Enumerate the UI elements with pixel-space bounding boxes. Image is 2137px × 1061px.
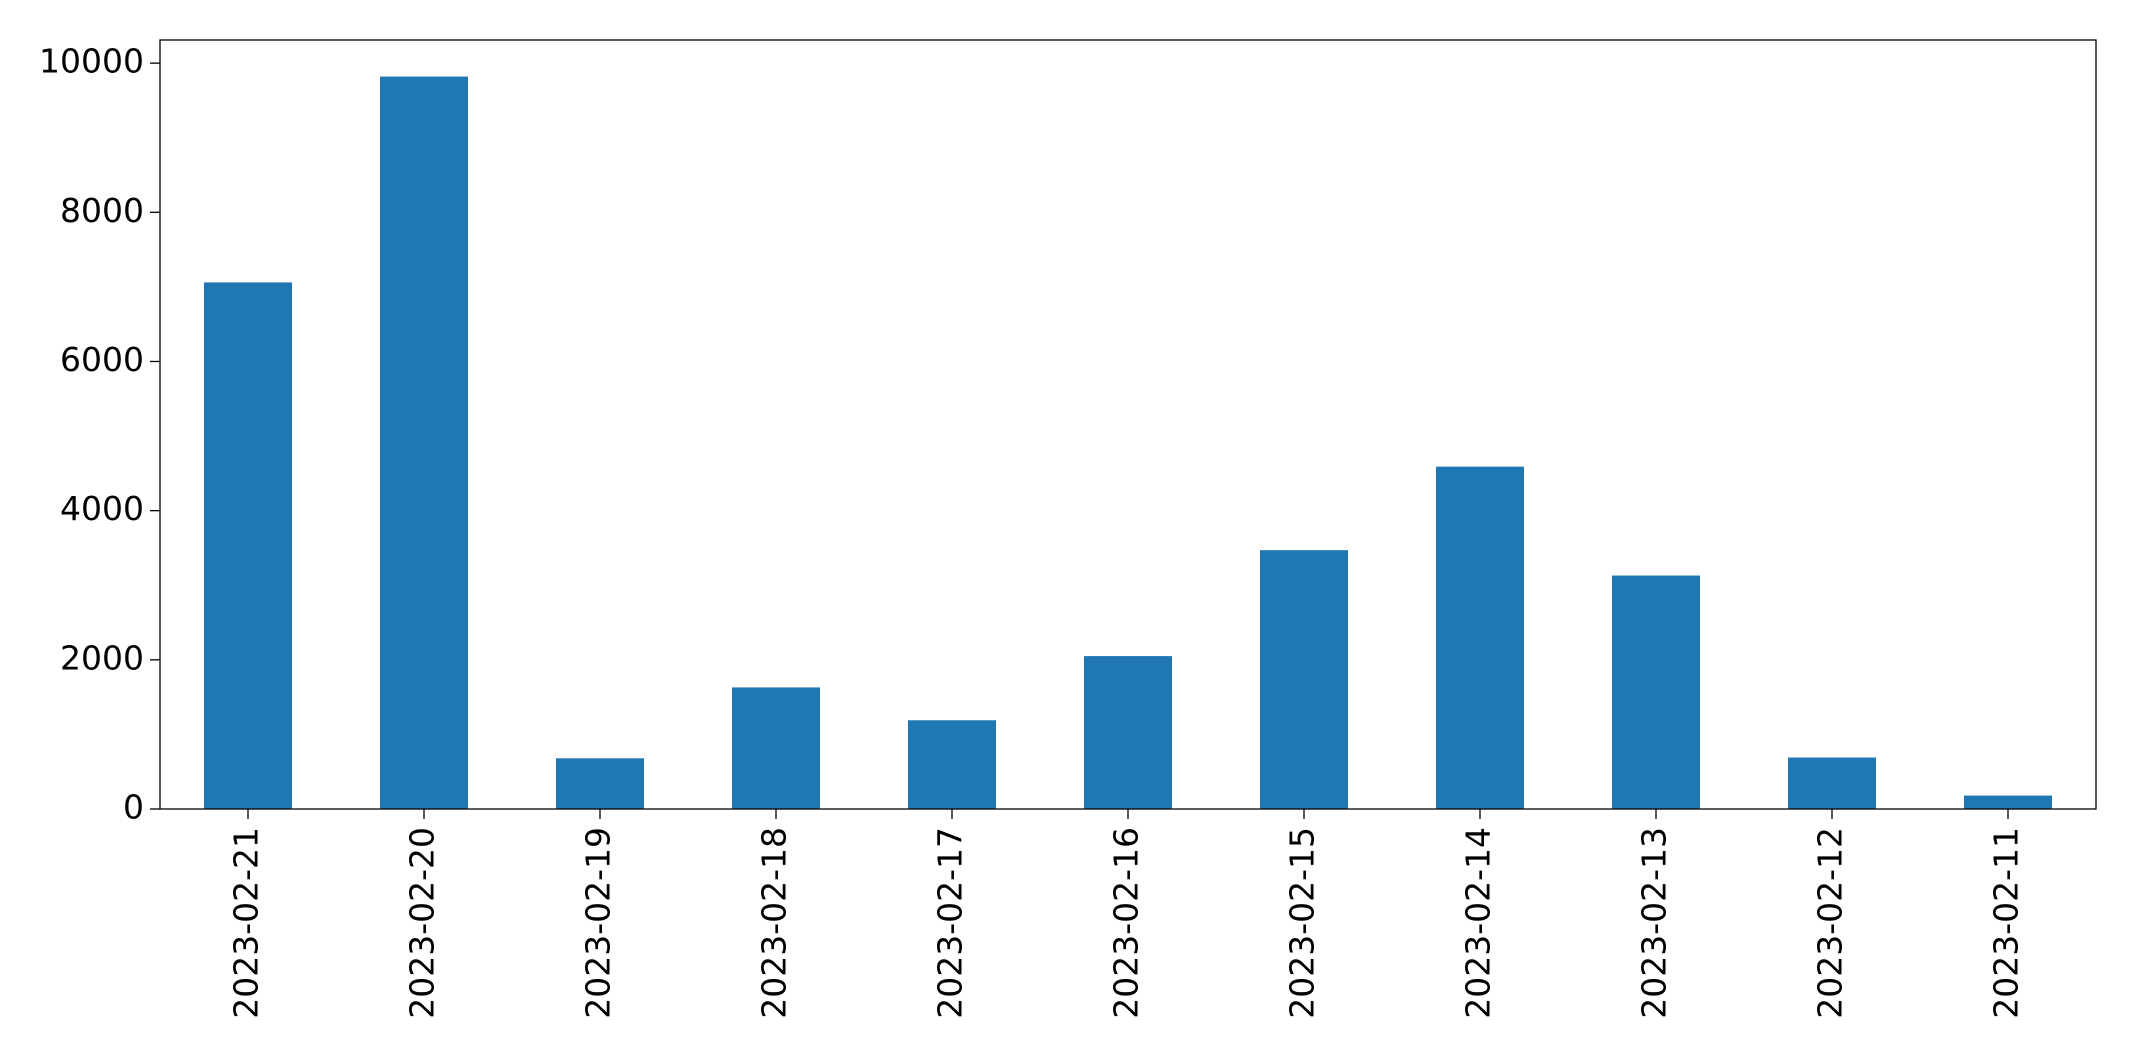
bar	[556, 758, 644, 809]
x-tick-label: 2023-02-11	[1987, 827, 2026, 1019]
x-tick-label: 2023-02-17	[931, 827, 970, 1019]
x-tick-label: 2023-02-12	[1811, 827, 1850, 1019]
y-tick-label: 4000	[60, 489, 144, 528]
bar	[204, 282, 292, 809]
y-tick-label: 8000	[60, 191, 144, 230]
y-tick-label: 6000	[60, 340, 144, 379]
bar	[732, 687, 820, 809]
bar	[1964, 795, 2052, 809]
x-tick-label: 2023-02-19	[579, 827, 618, 1019]
bar	[380, 76, 468, 809]
y-tick-label: 0	[123, 788, 144, 827]
plot-frame	[159, 39, 2097, 810]
x-tick-label: 2023-02-15	[1283, 827, 1322, 1019]
bar	[1612, 575, 1700, 809]
x-tick-label: 2023-02-20	[403, 827, 442, 1019]
x-tick-label: 2023-02-16	[1107, 827, 1146, 1019]
x-tick-label: 2023-02-18	[755, 827, 794, 1019]
bar	[1084, 656, 1172, 809]
y-tick-label: 10000	[39, 42, 144, 81]
x-tick-label: 2023-02-21	[227, 827, 266, 1019]
y-tick-label: 2000	[60, 638, 144, 677]
x-tick-label: 2023-02-14	[1459, 827, 1498, 1019]
bar	[908, 720, 996, 809]
bar	[1788, 757, 1876, 809]
bar	[1436, 466, 1524, 809]
bar	[1260, 550, 1348, 809]
x-tick-label: 2023-02-13	[1635, 827, 1674, 1019]
